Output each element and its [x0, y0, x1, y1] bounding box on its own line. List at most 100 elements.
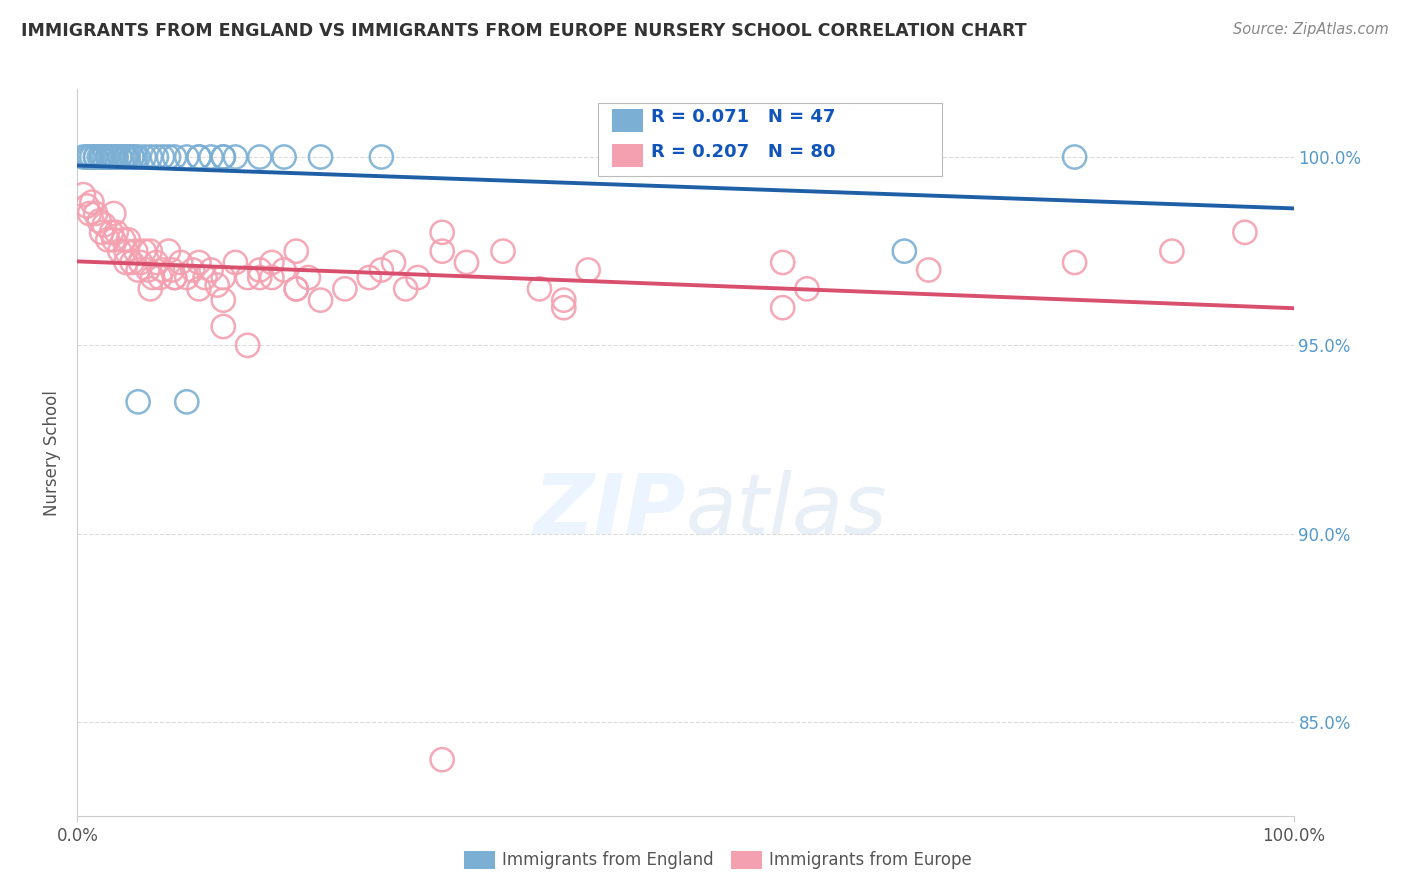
Point [163, 270, 186, 285]
Point [105, 150, 128, 164]
Point [796, 282, 818, 296]
Point [112, 150, 135, 164]
Point [80, 150, 103, 164]
Point [236, 270, 259, 285]
Point [176, 150, 198, 164]
Point [103, 150, 125, 164]
Point [370, 263, 392, 277]
Text: atlas: atlas [686, 470, 887, 551]
Point [125, 244, 148, 259]
Point [90, 225, 112, 239]
Point [249, 150, 271, 164]
Point [188, 150, 211, 164]
Point [127, 150, 149, 164]
Text: IMMIGRANTS FROM ENGLAND VS IMMIGRANTS FROM EUROPE NURSERY SCHOOL CORRELATION CHA: IMMIGRANTS FROM ENGLAND VS IMMIGRANTS FR… [21, 22, 1026, 40]
Point [1063, 255, 1085, 269]
Point [72, 187, 94, 202]
Text: R = 0.071   N = 47: R = 0.071 N = 47 [651, 108, 835, 126]
Point [134, 150, 156, 164]
Point [285, 244, 308, 259]
Point [80, 195, 103, 210]
Point [212, 150, 235, 164]
Point [553, 301, 575, 315]
Point [249, 263, 271, 277]
Point [90, 150, 112, 164]
Point [76, 199, 98, 213]
Point [145, 150, 167, 164]
Point [188, 282, 211, 296]
Point [772, 301, 794, 315]
Point [100, 225, 122, 239]
Point [97, 233, 120, 247]
Point [127, 263, 149, 277]
Point [97, 150, 120, 164]
Point [125, 150, 148, 164]
Point [108, 150, 131, 164]
Point [121, 150, 143, 164]
Point [100, 150, 122, 164]
Point [260, 270, 283, 285]
Point [117, 150, 139, 164]
Point [382, 255, 405, 269]
Point [163, 270, 186, 285]
Point [152, 150, 174, 164]
Point [121, 150, 143, 164]
Point [1233, 225, 1256, 239]
Point [236, 338, 259, 352]
Point [163, 150, 186, 164]
Point [212, 293, 235, 307]
Point [103, 150, 125, 164]
Point [456, 255, 478, 269]
Point [152, 263, 174, 277]
Point [139, 282, 162, 296]
Point [157, 150, 180, 164]
Point [918, 263, 941, 277]
Point [260, 255, 283, 269]
Point [893, 244, 915, 259]
Point [108, 150, 131, 164]
Point [224, 255, 246, 269]
Text: Immigrants from Europe: Immigrants from Europe [769, 851, 972, 869]
Point [297, 270, 319, 285]
Point [84, 150, 107, 164]
Point [370, 150, 392, 164]
Point [170, 255, 193, 269]
Point [359, 270, 381, 285]
Point [115, 244, 138, 259]
Point [149, 270, 172, 285]
Point [285, 282, 308, 296]
Point [145, 255, 167, 269]
Point [84, 150, 107, 164]
Point [103, 206, 125, 220]
Point [157, 244, 180, 259]
Point [134, 244, 156, 259]
Point [115, 255, 138, 269]
Point [309, 293, 332, 307]
Point [127, 394, 149, 409]
Point [142, 270, 165, 285]
Point [139, 150, 162, 164]
Point [112, 233, 135, 247]
Point [212, 150, 235, 164]
Point [529, 282, 551, 296]
Point [129, 255, 152, 269]
Point [188, 255, 211, 269]
Text: ZIP: ZIP [533, 470, 686, 551]
Point [181, 263, 204, 277]
Point [93, 150, 115, 164]
Point [576, 263, 599, 277]
Point [121, 255, 143, 269]
Point [200, 150, 222, 164]
Point [160, 263, 183, 277]
Point [406, 270, 429, 285]
Point [84, 206, 107, 220]
Point [212, 319, 235, 334]
Point [194, 270, 217, 285]
Point [309, 150, 332, 164]
Point [139, 244, 162, 259]
Point [1161, 244, 1184, 259]
Point [430, 244, 453, 259]
Point [117, 233, 139, 247]
Point [176, 270, 198, 285]
Point [72, 150, 94, 164]
